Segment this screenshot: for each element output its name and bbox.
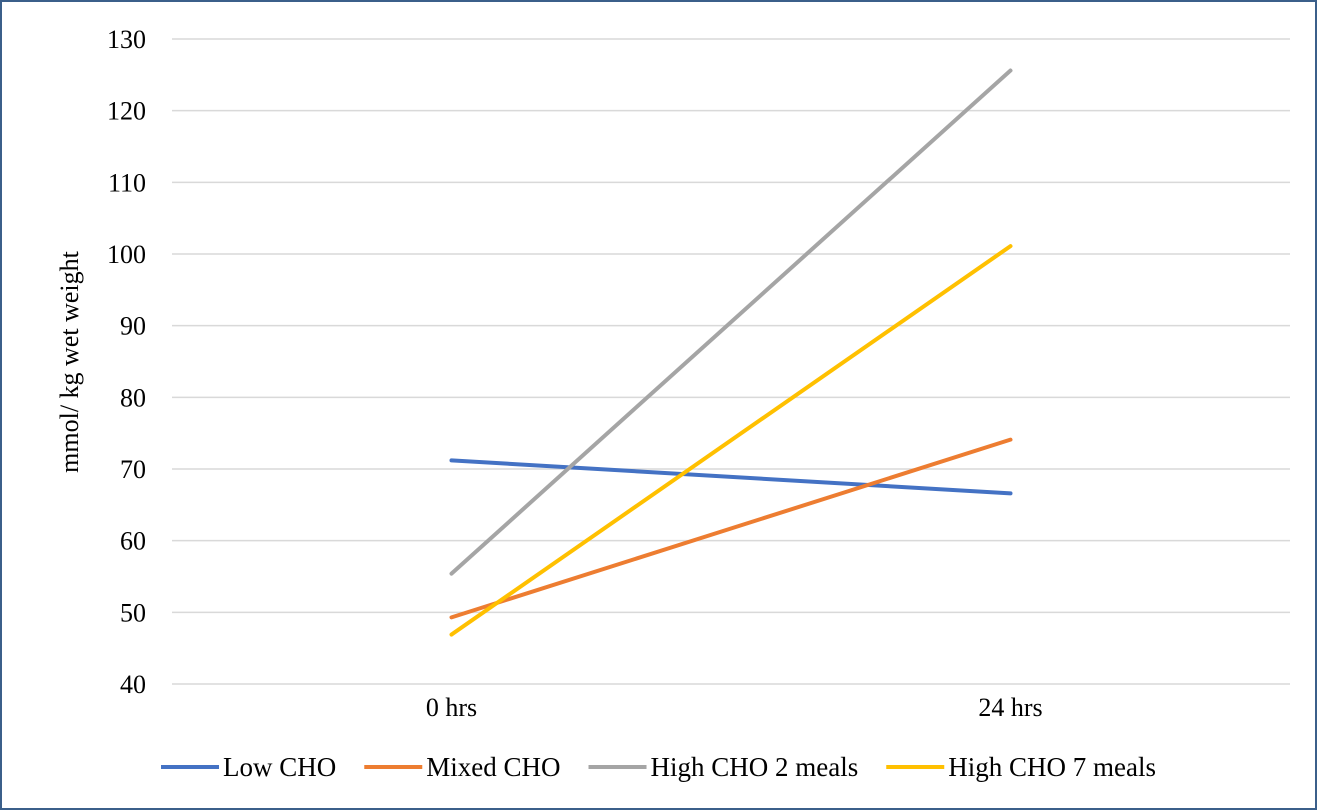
y-axis-ticks: 40 50 60 70 80 90 100 110 120 130 <box>107 25 146 699</box>
series-lines <box>449 68 1013 637</box>
y-tick-label: 80 <box>120 383 146 412</box>
y-tick-label: 90 <box>120 312 146 341</box>
legend-label: Low CHO <box>223 752 336 782</box>
y-tick-label: 110 <box>108 168 146 197</box>
x-tick-label: 0 hrs <box>426 693 477 722</box>
legend-label: High CHO 2 meals <box>651 752 859 782</box>
y-tick-label: 130 <box>107 25 146 54</box>
y-tick-label: 100 <box>107 240 146 269</box>
y-tick-label: 120 <box>107 97 146 126</box>
legend: Low CHO Mixed CHO High CHO 2 meals High CHO… <box>161 752 1156 782</box>
legend-item: High CHO 7 meals <box>886 752 1156 782</box>
y-tick-label: 50 <box>120 598 146 627</box>
x-axis-ticks: 0 hrs 24 hrs <box>426 693 1043 722</box>
series-line-3 <box>449 244 1013 637</box>
legend-label: High CHO 7 meals <box>948 752 1156 782</box>
series-line-2 <box>449 68 1013 576</box>
legend-item: Mixed CHO <box>364 752 561 782</box>
gridlines <box>172 38 1290 685</box>
legend-item: High CHO 2 meals <box>588 752 859 782</box>
y-tick-label: 60 <box>120 527 146 556</box>
legend-item: Low CHO <box>161 752 336 782</box>
x-tick-label: 24 hrs <box>978 693 1042 722</box>
series-line-0 <box>449 458 1013 496</box>
y-axis-label: mmol/ kg wet weight <box>55 250 84 472</box>
y-tick-label: 70 <box>120 455 146 484</box>
legend-label: Mixed CHO <box>426 752 560 782</box>
series-line-1 <box>449 437 1013 620</box>
y-tick-label: 40 <box>120 670 146 699</box>
